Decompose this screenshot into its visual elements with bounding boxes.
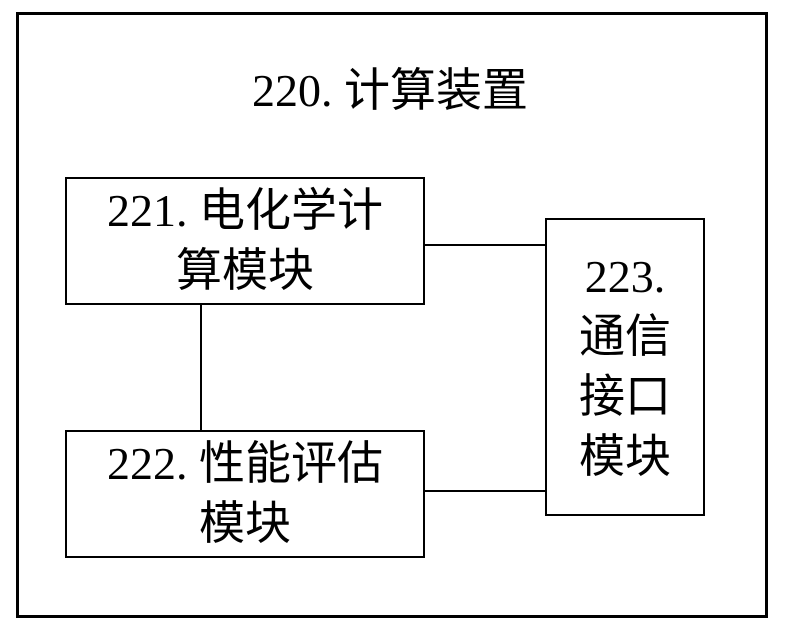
node-222-label: 222. 性能评估 模块	[107, 434, 383, 554]
diagram-canvas: 220. 计算装置 221. 电化学计 算模块 222. 性能评估 模块 223…	[0, 0, 785, 633]
edge-221-223	[425, 244, 545, 246]
node-222-performance-eval-module: 222. 性能评估 模块	[65, 430, 425, 558]
node-221-label: 221. 电化学计 算模块	[107, 181, 383, 301]
edge-222-223	[425, 490, 545, 492]
node-223-communication-interface-module: 223. 通信 接口 模块	[545, 218, 705, 516]
node-221-electrochemical-calc-module: 221. 电化学计 算模块	[65, 177, 425, 305]
node-223-label: 223. 通信 接口 模块	[579, 247, 671, 486]
diagram-title: 220. 计算装置	[190, 54, 590, 120]
edge-221-222	[200, 305, 202, 430]
